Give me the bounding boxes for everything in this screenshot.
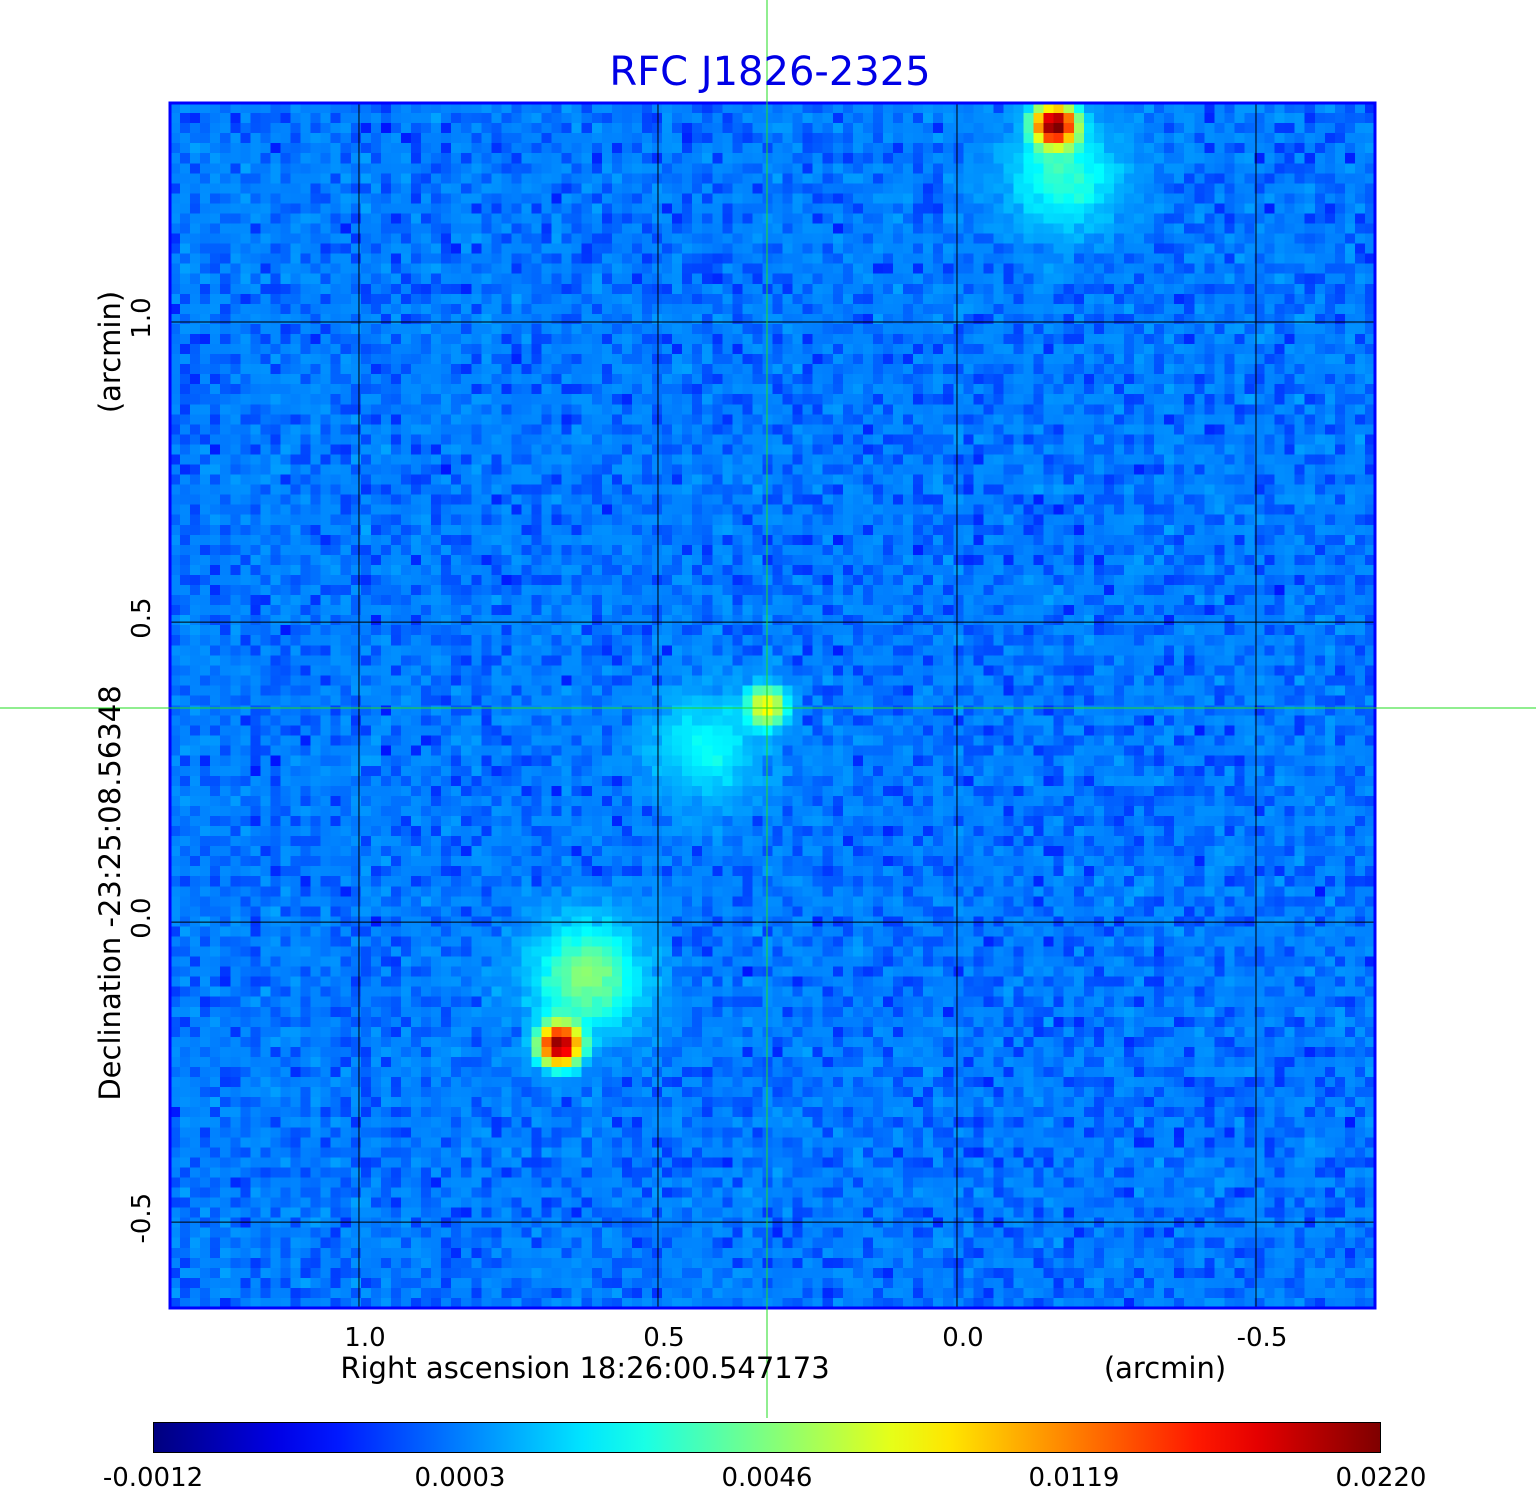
chart-title: RFC J1826-2325 (609, 49, 930, 95)
y-tick-label: 0.0 (127, 897, 157, 938)
colorbar (153, 1422, 1381, 1453)
y-tick-label: -0.5 (127, 1193, 157, 1244)
plot-frame (168, 101, 1377, 1310)
colorbar-tick-label: -0.0012 (103, 1463, 203, 1493)
x-axis-unit: (arcmin) (1104, 1351, 1226, 1385)
x-axis-label: Right ascension 18:26:00.547173 (340, 1351, 829, 1385)
y-axis-label: Declination -23:25:08.56348 (93, 685, 127, 1100)
colorbar-tick-label: 0.0046 (722, 1463, 813, 1493)
grid-lines (170, 103, 1375, 1308)
y-tick-label: 1.0 (127, 297, 157, 338)
colorbar-tick-label: 0.0119 (1029, 1463, 1120, 1493)
intensity-map (170, 103, 1375, 1308)
x-tick-label: -0.5 (1237, 1323, 1288, 1353)
y-axis-unit: (arcmin) (93, 291, 127, 413)
colorbar-tick-label: 0.0003 (415, 1463, 506, 1493)
colorbar-tick-label: 0.0220 (1336, 1463, 1427, 1493)
x-tick-label: 0.5 (643, 1323, 684, 1353)
y-tick-label: 0.5 (127, 597, 157, 638)
x-tick-label: 1.0 (344, 1323, 385, 1353)
x-tick-label: 0.0 (942, 1323, 983, 1353)
